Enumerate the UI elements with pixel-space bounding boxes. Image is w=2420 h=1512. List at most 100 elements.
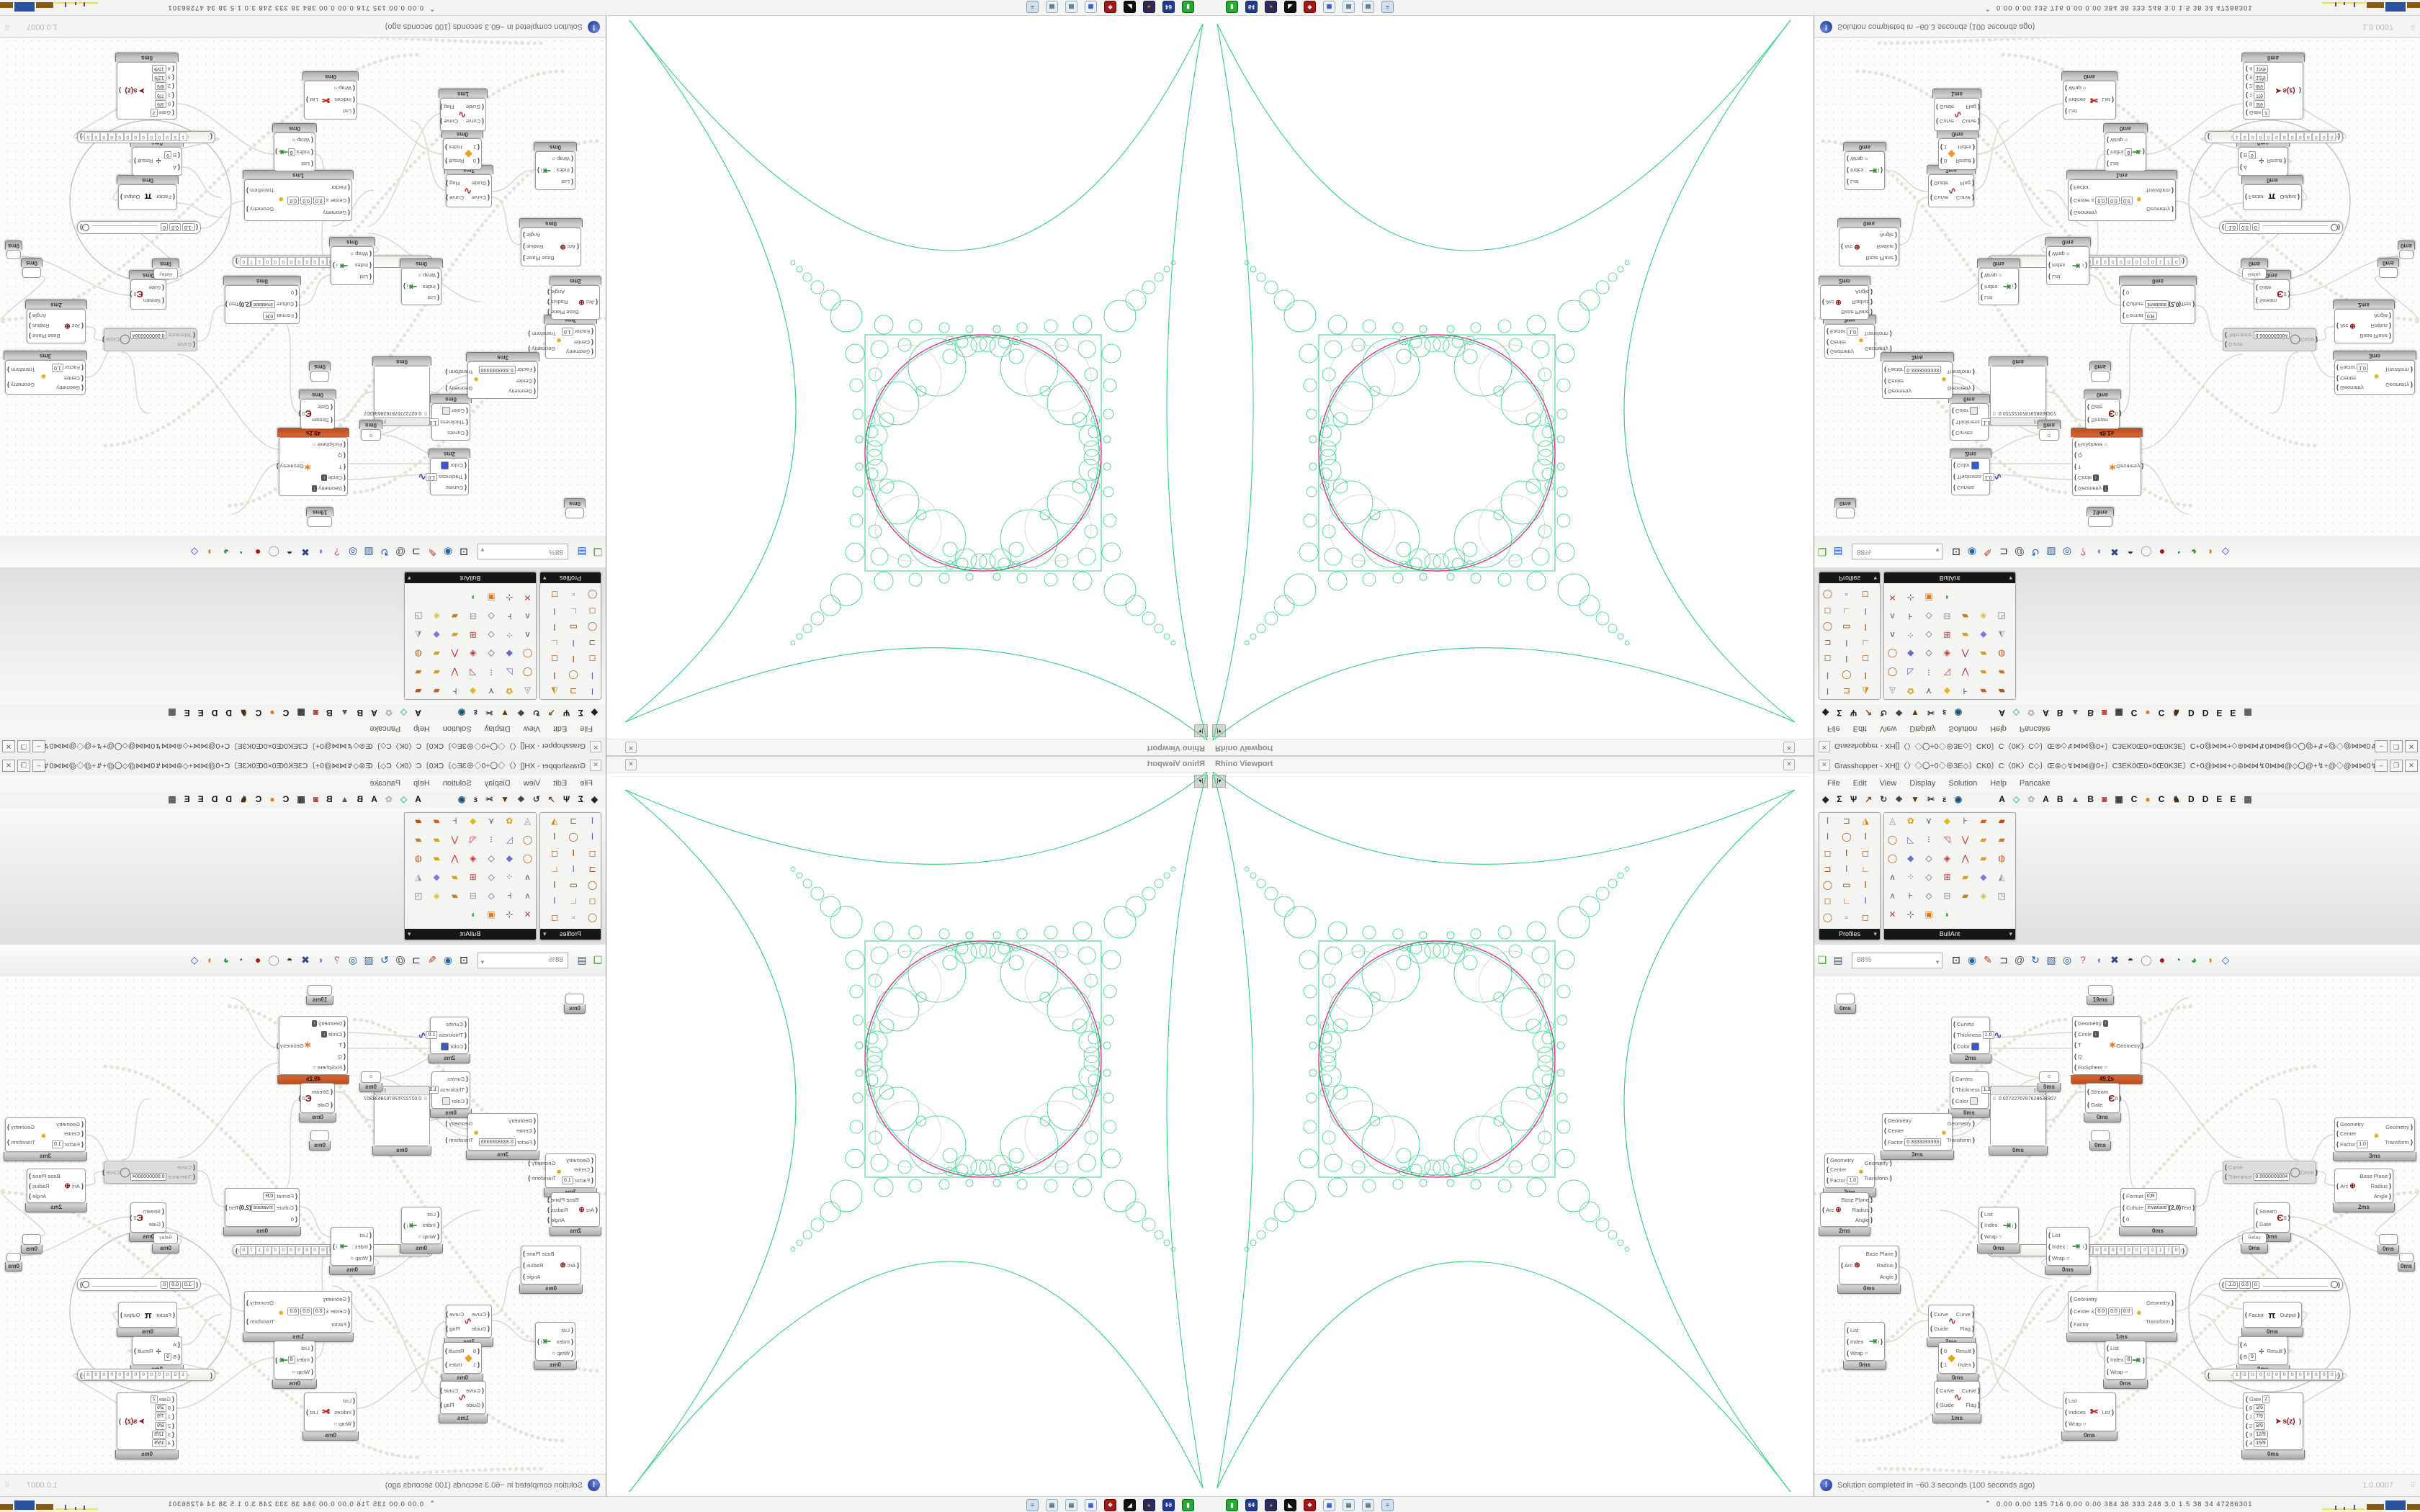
component-icon[interactable]: ◻ (1824, 606, 1832, 616)
plugin-tab[interactable]: C (2158, 708, 2165, 718)
component-icon[interactable]: ▰ (451, 891, 458, 901)
component-icon[interactable]: Ⅰ (1826, 832, 1829, 842)
component-icon[interactable]: ʌ (525, 872, 530, 882)
category-tab-icon[interactable]: ◆ (591, 708, 598, 718)
menu-item-display[interactable]: Display (1909, 779, 1936, 788)
component-icon[interactable]: Ⅰ (591, 670, 594, 680)
category-tab-icon[interactable]: Σ (1837, 708, 1842, 718)
component-icon[interactable]: ▰ (415, 686, 422, 696)
plugin-tab[interactable]: ▦ (2115, 708, 2123, 718)
toolbar-icon[interactable]: ⊡ (460, 954, 468, 966)
toolbar-icon[interactable]: ◉ (443, 546, 453, 558)
component-icon[interactable]: ◬ (1888, 686, 1896, 696)
component-icon[interactable]: ⁝ (1927, 834, 1930, 845)
component-icon[interactable]: Ⅰ (572, 654, 575, 665)
component-icon[interactable]: ◗ (470, 593, 476, 603)
gh-node[interactable]: (Geometry(Center(Factor 0.3333333333 ● Geom… (445, 1113, 539, 1160)
component-icon[interactable]: ◻ (550, 590, 558, 600)
plugin-tab[interactable]: ♞ (2172, 708, 2181, 718)
plugin-tab[interactable]: ▲ (2071, 794, 2080, 804)
component-icon[interactable]: ∟ (550, 638, 559, 649)
component-icon[interactable]: Ⅰ (1864, 670, 1867, 680)
plugin-tab[interactable]: B (2087, 708, 2094, 718)
component-icon[interactable]: ▰ (1998, 686, 2005, 696)
gh-node[interactable]: (List(Indices(Wrap ○ ✄ List) 0ms (302, 71, 359, 120)
component-icon[interactable]: ▰ (1980, 649, 1987, 659)
component-icon[interactable]: ⋀ (451, 649, 459, 659)
plugin-tab[interactable]: ▲ (340, 708, 349, 718)
gh-stream-filter[interactable]: (Gate 2(0 3/9(1 7/9(2 8/9(3 12/9(4 15/9 ➤ s(z))… (115, 53, 179, 120)
plugin-tab[interactable]: ◙ (313, 794, 318, 804)
minimize-button[interactable]: – (32, 740, 45, 752)
component-icon[interactable]: ◗ (1944, 593, 1950, 603)
plugin-tab[interactable]: A (371, 794, 377, 804)
toolbar-icon[interactable]: ✎ (428, 546, 436, 558)
gh-node[interactable]: (Stream(Gate Є 0) 0ms (2084, 390, 2122, 429)
gh-node[interactable]: (Factor π Output) 0ms (2241, 1302, 2303, 1337)
minimize-button[interactable]: – (2375, 740, 2388, 752)
gh-node[interactable]: 0ms (2089, 361, 2111, 382)
component-icon[interactable]: ⋀ (1961, 649, 1969, 659)
category-tab-icon[interactable]: ✂ (485, 708, 493, 718)
component-icon[interactable]: ⊦ (1963, 816, 1968, 826)
toolbar-icon[interactable]: ● (254, 954, 261, 966)
gh-node[interactable]: (List(Indices(Wrap ○ ✄ List) 0ms (2061, 1392, 2118, 1441)
component-icon[interactable]: ◈ (470, 649, 477, 659)
taskbar-app-icon[interactable]: ▤ (1065, 1, 1077, 13)
component-icon[interactable]: ⋎ (1925, 816, 1932, 826)
plugin-tab[interactable]: ♞ (2172, 794, 2181, 804)
component-icon[interactable]: ⊟ (1943, 611, 1951, 621)
gh-slider[interactable]: (‹ 1 5 0 0 0 0 0 0 0 0 0 0 0 ›) (77, 1369, 215, 1381)
menu-item-help[interactable]: Help (413, 779, 430, 788)
gh-node[interactable]: 19ms (2087, 985, 2114, 1005)
menu-item-help[interactable]: Help (413, 724, 430, 733)
toolbar-icon[interactable]: ✎ (428, 954, 436, 966)
menu-item-file[interactable]: File (1827, 724, 1840, 733)
component-icon[interactable]: ◻ (588, 896, 596, 906)
component-icon[interactable]: ▰ (433, 667, 440, 678)
gh-node[interactable]: (0(1 ◆ Result) Index) 0ms (442, 1342, 483, 1383)
component-icon[interactable]: ◈ (1980, 891, 1987, 901)
component-icon[interactable]: ▰ (415, 667, 422, 678)
plugin-tab[interactable]: ▩ (168, 708, 176, 718)
toolbar-icon[interactable]: ◯ (2141, 954, 2152, 966)
component-icon[interactable]: ▰ (433, 686, 440, 696)
plugin-tab[interactable]: A (371, 708, 377, 718)
rhino-viewport[interactable]: Rhino Viewport ✕ |▾ (1210, 756, 1814, 1496)
gh-node[interactable]: (Curves(Thickness 1.0(Color ∿ 2ms (1950, 1017, 2002, 1063)
toolbar-icon[interactable]: ▤ (577, 546, 587, 558)
component-icon[interactable]: ◭ (415, 872, 422, 882)
toolbar-icon[interactable]: ✖ (2110, 954, 2119, 966)
toolbar-icon[interactable]: ◯ (268, 954, 279, 966)
toolbar-icon[interactable]: ✖ (301, 546, 310, 558)
component-icon[interactable]: ✕ (524, 593, 532, 603)
minimize-button[interactable]: – (32, 760, 45, 772)
category-tab-icon[interactable]: ↻ (532, 708, 540, 718)
menu-item-file[interactable]: File (1827, 779, 1840, 788)
component-icon[interactable]: ⁝ (490, 834, 493, 845)
plugin-tab[interactable]: D (225, 794, 232, 804)
toolbar-icon[interactable]: ◉ (1967, 546, 1977, 558)
component-icon[interactable]: ⊐ (1842, 816, 1850, 826)
component-icon[interactable]: ◇ (488, 611, 495, 621)
menu-item-file[interactable]: File (580, 724, 593, 733)
component-icon[interactable]: ▣ (487, 593, 496, 603)
gh-canvas[interactable]: 19ms 0ms (Curves(Thickness 1.0(Color ∿ 2ms (Cu… (0, 976, 606, 1474)
plugin-tab[interactable]: ▩ (2244, 708, 2252, 718)
toolbar-icon[interactable]: ⊐ (412, 546, 421, 558)
maximize-button[interactable]: ❐ (2390, 760, 2403, 772)
category-tab-icon[interactable]: Ѱ (563, 708, 570, 718)
menu-item-pancake[interactable]: Pancake (2019, 779, 2051, 788)
gh-tab-close-icon[interactable]: ✕ (1819, 760, 1830, 771)
gh-node[interactable]: (List(Index 8(Wrap ○ ⇥ i) 0ms (272, 1341, 317, 1389)
toolbar-icon[interactable]: ▤ (1833, 546, 1843, 558)
toolbar-icon[interactable]: ◎ (2062, 954, 2072, 966)
category-tab-icon[interactable]: ❖ (1895, 708, 1904, 718)
gh-node[interactable]: (Format 0;R(Culture Invariant(0 {2,0} Text) 0… (223, 276, 301, 324)
toolbar-icon[interactable]: ▤ (577, 954, 587, 966)
component-icon[interactable]: ◇ (1925, 649, 1932, 659)
gh-node[interactable]: o 0ms (359, 420, 382, 441)
component-icon[interactable]: Ⅰ (1845, 847, 1848, 858)
